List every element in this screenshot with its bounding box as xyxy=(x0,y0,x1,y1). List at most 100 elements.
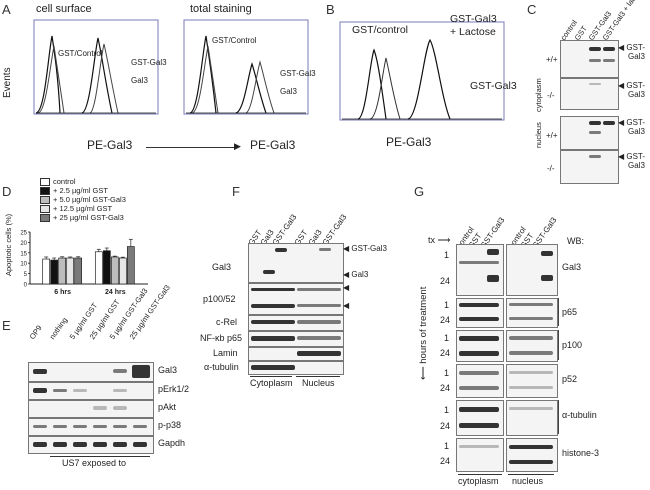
panel-f-blot-tubulin xyxy=(248,361,344,375)
bar xyxy=(94,251,103,285)
panel-g-wb: WB: xyxy=(567,236,584,246)
y-tick-label: 20 xyxy=(20,241,27,247)
bar xyxy=(118,257,127,285)
panel-g-row-gal3: Gal3 xyxy=(562,262,582,272)
panel-g-hour-12: 24 xyxy=(440,456,451,466)
y-tick-label: 25 xyxy=(20,231,27,237)
panel-b-histogram xyxy=(339,21,505,121)
panel-a-right-histogram xyxy=(183,19,309,115)
panel-g-ylabel: ⟵ hours of treatment xyxy=(418,286,429,380)
panel-g-label-cytoplasm: cytoplasm xyxy=(458,476,499,486)
panel-letter-b: B xyxy=(326,2,335,17)
panel-g-blot-histone-nuc xyxy=(506,438,558,472)
panel-c-blot-cyto-wt xyxy=(560,40,619,78)
panel-e-footer: US7 exposed to xyxy=(62,458,127,468)
panel-g-bracket-cyto xyxy=(458,474,502,475)
panel-c-arrow-2: ◀ GST- xyxy=(618,81,646,90)
panel-b-label-lactose-2: + Lactose xyxy=(450,26,496,38)
panel-g-hour-11: 1 xyxy=(444,441,450,451)
panel-g-blot-p52-cyto xyxy=(456,364,504,398)
category-label: 24 hrs xyxy=(105,289,126,296)
panel-f-arrow-gstgal3: ◀ GST-Gal3 xyxy=(343,244,387,253)
panel-a-left-histogram xyxy=(33,19,159,115)
panel-letter-d: D xyxy=(2,184,12,199)
legend-entry: + 12.5 µg/ml GST xyxy=(40,204,112,214)
panel-e-blot-pp38 xyxy=(28,418,154,436)
panel-f-arrow-p100: ◀ xyxy=(343,283,350,292)
panel-e-row-gapdh: Gapdh xyxy=(158,438,186,448)
panel-b-xlabel: PE-Gal3 xyxy=(386,135,432,149)
panel-f-label-cytoplasm: Cytoplasm xyxy=(250,378,293,388)
y-tick-label: 0 xyxy=(24,283,28,289)
panel-a-left-title: cell surface xyxy=(36,3,92,15)
panel-g-row-p100: p100 xyxy=(562,340,583,350)
panel-c-row-ko-2: -/- xyxy=(547,164,555,173)
panel-g-blot-tubulin-nuc xyxy=(506,400,558,436)
panel-g-row-p65: p65 xyxy=(562,307,578,317)
panel-a-right-label-control: GST/Control xyxy=(212,36,257,45)
panel-a-xlabel: PE-Gal3 xyxy=(87,138,133,152)
legend-swatch xyxy=(40,178,50,187)
panel-f-bracket-nuc xyxy=(296,376,340,377)
panel-g-blot-p65-nuc xyxy=(506,298,558,328)
panel-g-row-bracket-tubulin xyxy=(558,400,559,434)
legend-label: control xyxy=(53,177,76,186)
bar xyxy=(110,256,119,285)
panel-g-label-nucleus: nucleus xyxy=(512,476,544,486)
bar xyxy=(42,258,51,285)
panel-g-blot-p52-nuc xyxy=(506,364,558,398)
panel-e-row-perk: pErk1/2 xyxy=(158,384,190,394)
panel-e-blot-gapdh xyxy=(28,436,154,454)
panel-c-arrow-3b: Gal3 xyxy=(628,127,645,136)
legend-label: + 2.5 µg/ml GST xyxy=(53,186,108,195)
panel-a-left-label-gstgal3: GST-Gal3 xyxy=(131,58,167,67)
bar xyxy=(50,259,59,285)
panel-g-blot-p65-cyto xyxy=(456,298,504,328)
panel-a-left-label-control: GST/Control xyxy=(58,49,103,58)
legend-label: + 5.0 µg/ml GST-Gal3 xyxy=(53,195,126,204)
panel-e-blot-gal3 xyxy=(28,362,154,382)
panel-g-blot-p100-nuc xyxy=(506,330,558,362)
panel-c-row-wt-1: +/+ xyxy=(546,55,558,64)
panel-g-row-histone: histone-3 xyxy=(562,448,600,458)
panel-a-xlabel-right: PE-Gal3 xyxy=(250,138,296,152)
panel-d-ylabel: Apoptotic cells (%) xyxy=(4,213,13,276)
panel-c-arrow-1: ◀ GST- xyxy=(618,43,646,52)
panel-a-right-label-gal3: Gal3 xyxy=(280,87,297,96)
panel-e-bracket xyxy=(50,456,150,457)
panel-f-row-gal3: Gal3 xyxy=(212,262,232,272)
panel-g-hour-2: 24 xyxy=(440,276,451,286)
panel-g-hour-1: 1 xyxy=(444,250,450,260)
legend-swatch xyxy=(40,196,50,205)
panel-f-row-lamin: Lamin xyxy=(213,348,238,358)
panel-g-row-bracket-p100 xyxy=(558,330,559,360)
panel-f-blot-gal3 xyxy=(248,243,344,283)
panel-g-blot-p100-cyto xyxy=(456,330,504,362)
panel-a-arrow-head: ▶ xyxy=(234,141,241,151)
panel-f-lane-gstgal3-2: GST-Gal3 xyxy=(320,212,349,247)
legend-label: + 25 µg/ml GST-Gal3 xyxy=(53,213,124,222)
panel-g-blot-tubulin-cyto xyxy=(456,400,504,436)
panel-g-row-tubulin: α-tubulin xyxy=(562,410,597,420)
panel-g-blot-histone-cyto xyxy=(456,438,504,472)
panel-letter-a: A xyxy=(2,2,11,17)
panel-c-blot-nuc-ko xyxy=(560,150,619,184)
panel-g-hour-3: 1 xyxy=(444,300,450,310)
panel-b-label-control: GST/control xyxy=(352,24,409,36)
panel-f-row-crel: c-Rel xyxy=(216,317,238,327)
legend-swatch xyxy=(40,214,50,223)
panel-e-blot-pakt xyxy=(28,400,154,418)
panel-g-hour-4: 24 xyxy=(440,315,451,325)
panel-c-arrow-2b: Gal3 xyxy=(628,90,645,99)
panel-c-row-ko-1: -/- xyxy=(547,91,555,100)
panel-a-left-label-gal3: Gal3 xyxy=(131,76,148,85)
panel-f-bracket-cyto xyxy=(250,376,292,377)
panel-e-row-pp38: p-p38 xyxy=(158,420,182,430)
panel-letter-g: G xyxy=(414,184,425,199)
panel-f-row-p65: NF-κb p65 xyxy=(200,333,243,343)
panel-letter-f: F xyxy=(232,184,240,199)
panel-b-label-lactose-1: GST-Gal3 xyxy=(450,13,497,25)
panel-g-hour-5: 1 xyxy=(444,333,450,343)
panel-d-chart: 0 5 10 15 20 25 6 hrs 24 hrs xyxy=(20,231,148,296)
panel-g-tx: tx ⟶ xyxy=(428,235,451,245)
